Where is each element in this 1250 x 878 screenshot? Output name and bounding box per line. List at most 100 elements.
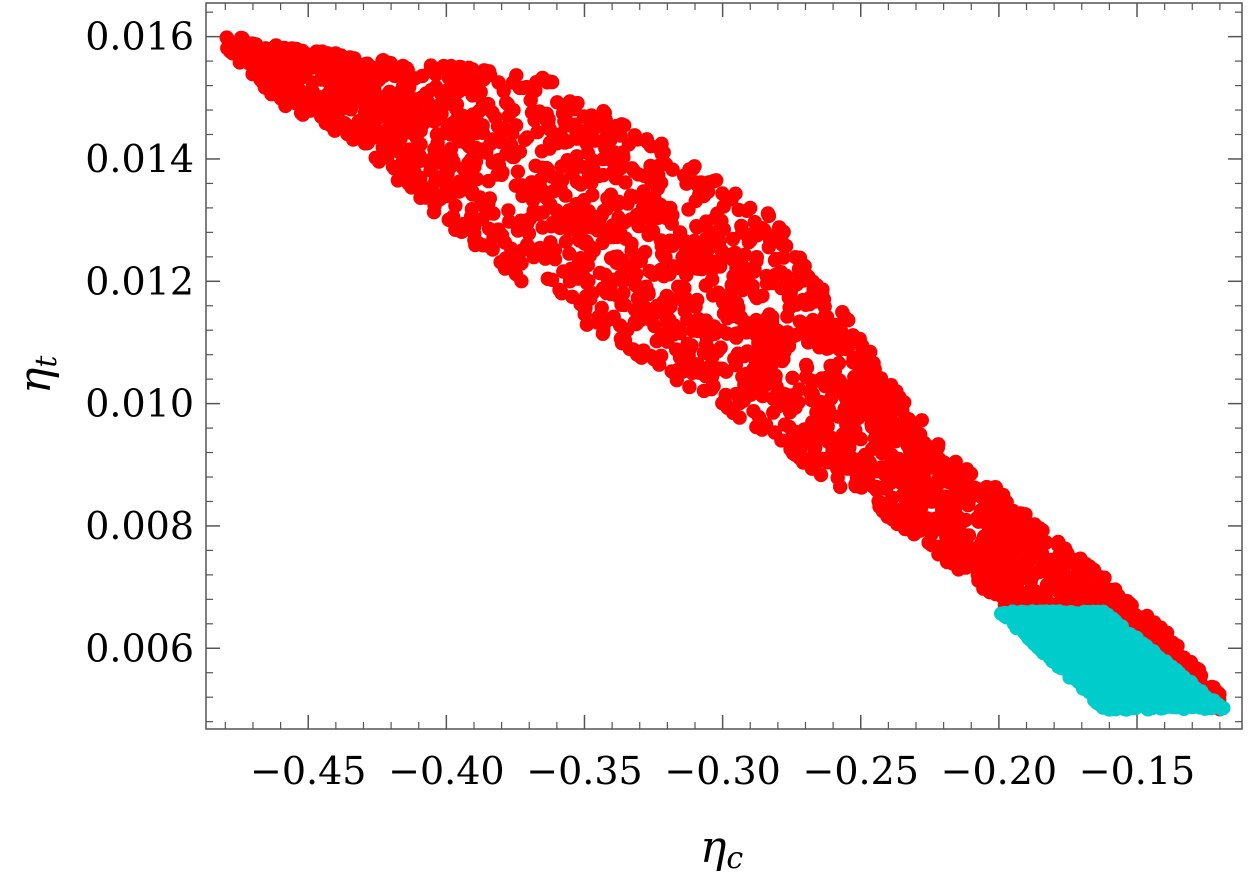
data-point	[940, 465, 956, 480]
data-point	[659, 288, 674, 304]
data-point	[493, 134, 508, 150]
data-point	[632, 253, 647, 269]
data-point	[1051, 534, 1066, 550]
data-point	[841, 312, 856, 328]
data-point	[554, 286, 569, 301]
data-point	[414, 178, 430, 194]
data-point	[490, 167, 505, 182]
data-point	[772, 220, 787, 235]
data-point	[988, 480, 1004, 495]
data-point	[906, 472, 922, 487]
data-point	[833, 479, 848, 495]
data-point	[946, 487, 961, 503]
data-point	[917, 435, 932, 451]
data-point	[1060, 622, 1076, 637]
data-point	[610, 229, 625, 245]
data-point	[1019, 519, 1035, 534]
data-point	[412, 148, 427, 163]
data-point	[906, 510, 921, 525]
data-point	[1085, 584, 1100, 599]
data-point	[865, 460, 880, 476]
data-point	[645, 160, 661, 176]
data-point	[428, 65, 443, 80]
data-point	[452, 174, 467, 189]
data-point	[705, 272, 720, 287]
data-point	[498, 95, 514, 110]
data-point	[578, 220, 593, 235]
data-point	[540, 271, 555, 286]
data-point	[1039, 577, 1055, 592]
data-point	[618, 175, 633, 190]
data-point	[638, 279, 654, 294]
data-point	[682, 379, 697, 395]
data-point	[739, 325, 754, 340]
data-point	[813, 328, 829, 343]
data-point	[756, 334, 771, 349]
data-point	[1035, 523, 1050, 538]
data-point	[369, 112, 384, 127]
data-point	[481, 196, 496, 211]
data-point	[415, 117, 430, 132]
data-point	[665, 259, 681, 274]
data-point	[633, 312, 648, 328]
data-point	[629, 267, 644, 282]
data-point	[1143, 649, 1159, 664]
data-point	[977, 487, 992, 502]
data-point	[1088, 663, 1103, 678]
data-point	[979, 547, 994, 563]
data-point	[998, 500, 1013, 515]
series-2	[994, 604, 1231, 717]
x-axis-subscript: c	[726, 841, 743, 876]
data-point	[502, 214, 517, 229]
data-point	[974, 534, 990, 549]
data-point	[501, 203, 516, 218]
data-point	[539, 106, 554, 122]
data-point	[1074, 674, 1090, 689]
data-point	[552, 127, 567, 142]
data-point	[359, 101, 375, 116]
data-point	[853, 431, 868, 446]
data-point	[561, 222, 577, 237]
data-point	[778, 268, 794, 283]
data-point	[1102, 698, 1118, 713]
data-point	[751, 410, 767, 425]
data-point	[359, 136, 374, 151]
data-point	[616, 285, 631, 301]
data-point	[448, 198, 463, 213]
data-point	[582, 239, 597, 254]
data-point	[760, 206, 776, 221]
data-point	[469, 114, 485, 130]
data-point	[1128, 652, 1144, 667]
data-point	[1139, 608, 1155, 624]
x-tick-label: −0.30	[664, 749, 780, 793]
data-point	[824, 430, 839, 446]
data-point	[1081, 567, 1096, 582]
data-point	[688, 299, 703, 314]
data-point	[931, 437, 946, 452]
data-point	[1085, 643, 1101, 658]
data-point	[402, 79, 417, 95]
data-point	[785, 370, 800, 385]
data-point	[1025, 625, 1040, 640]
data-point	[659, 211, 674, 226]
data-point	[505, 75, 521, 90]
data-point	[675, 250, 690, 265]
data-point	[762, 230, 777, 245]
data-point	[485, 105, 500, 120]
data-point	[508, 267, 524, 282]
data-point	[892, 390, 907, 405]
data-point	[596, 167, 611, 183]
data-point	[783, 431, 798, 447]
data-point	[680, 336, 695, 351]
data-point	[714, 243, 729, 258]
data-point	[652, 331, 668, 346]
data-point	[606, 309, 621, 324]
data-point	[744, 227, 759, 242]
data-point	[581, 111, 597, 127]
data-point	[672, 289, 687, 304]
data-point	[403, 110, 418, 125]
data-point	[792, 450, 807, 466]
data-point	[681, 348, 696, 363]
data-point	[671, 323, 686, 338]
data-point	[766, 405, 781, 420]
